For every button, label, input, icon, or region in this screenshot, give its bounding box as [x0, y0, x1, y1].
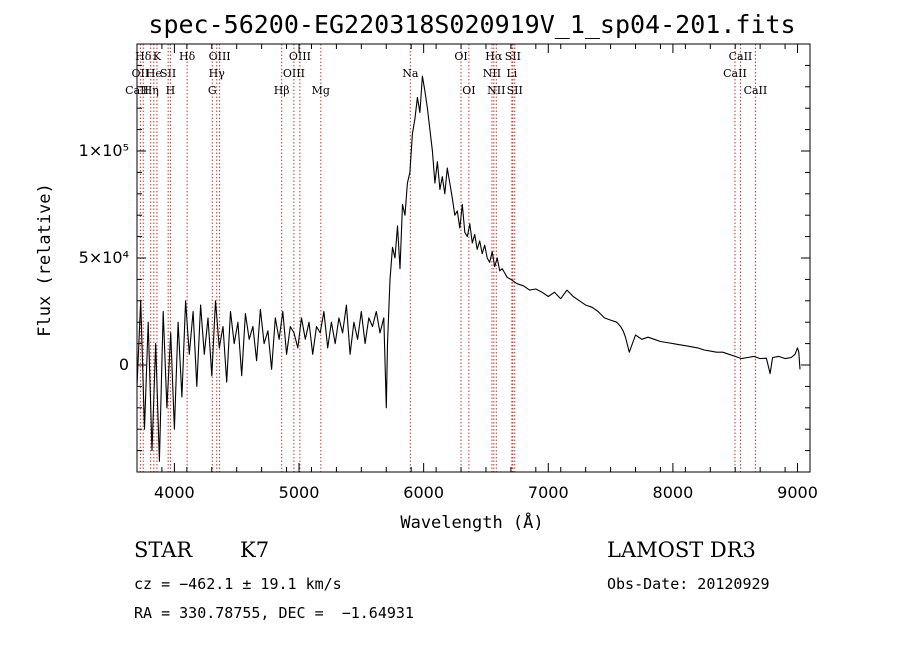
line-label-25: CaII: [729, 50, 753, 63]
line-label-21: NII: [483, 67, 501, 80]
line-label-5: Hη: [143, 84, 159, 97]
line-label-18: OI: [462, 84, 475, 97]
y-tick-label-0: 0: [119, 355, 129, 374]
object-class: STAR: [134, 538, 193, 562]
line-label-20: SII: [505, 50, 521, 63]
line-label-8: Hδ: [179, 50, 196, 63]
spectrum-chart: spec-56200-EG220318S020919V_1_sp04-201.f…: [35, 10, 818, 533]
line-label-13: OIII: [283, 67, 305, 80]
plot-frame: [136, 43, 811, 473]
x-tick-label-8000: 8000: [653, 483, 694, 502]
line-label-17: OI: [454, 50, 467, 63]
line-label-9: OIII: [209, 50, 231, 63]
line-label-4: He: [146, 67, 162, 80]
x-tick-label-6000: 6000: [403, 483, 444, 502]
line-label-22: Li: [506, 67, 517, 80]
line-label-15: Mg: [312, 84, 330, 97]
x-axis-label: Wavelength (Å): [400, 511, 543, 533]
line-label-12: OIII: [289, 50, 311, 63]
line-label-7: H: [166, 84, 176, 97]
line-label-10: Hγ: [209, 67, 226, 80]
line-label-27: CaII: [744, 84, 768, 97]
observation-date: Obs-Date: 20120929: [607, 575, 770, 593]
line-label-26: CaII: [723, 67, 747, 80]
line-label-19: Hα: [485, 50, 503, 63]
spectrum-series: [136, 75, 801, 462]
line-label-11: G: [208, 84, 217, 97]
line-label-16: Na: [402, 67, 419, 80]
line-label-0: Hδ: [135, 50, 152, 63]
y-axis-label: Flux (relative): [35, 183, 55, 337]
spectral-subclass: K7: [240, 538, 270, 562]
line-label-23: NII: [487, 84, 505, 97]
x-tick-label-4000: 4000: [154, 483, 195, 502]
y-tick-label-100000: 1×10⁵: [79, 141, 129, 160]
survey-name: LAMOST DR3: [607, 538, 756, 562]
axis-ticks: 4000 5000 6000 7000 8000 9000 0 5×10⁴ 1×10⁵: [79, 44, 818, 502]
x-tick-label-5000: 5000: [279, 483, 320, 502]
chart-title: spec-56200-EG220318S020919V_1_sp04-201.f…: [148, 10, 795, 39]
redshift-velocity: cz = −462.1 ± 19.1 km/s: [134, 575, 342, 593]
x-tick-label-7000: 7000: [528, 483, 569, 502]
coordinates: RA = 330.78755, DEC = −1.64931: [134, 604, 414, 622]
line-label-14: Hβ: [274, 84, 290, 97]
x-tick-label-9000: 9000: [777, 483, 818, 502]
spectrum-line-flux: [136, 75, 801, 462]
line-label-1: OII: [132, 67, 150, 80]
line-label-6: SII: [160, 67, 176, 80]
line-label-24: SII: [507, 84, 523, 97]
y-tick-label-50000: 5×10⁴: [79, 248, 129, 267]
line-label-3: K: [153, 50, 162, 63]
